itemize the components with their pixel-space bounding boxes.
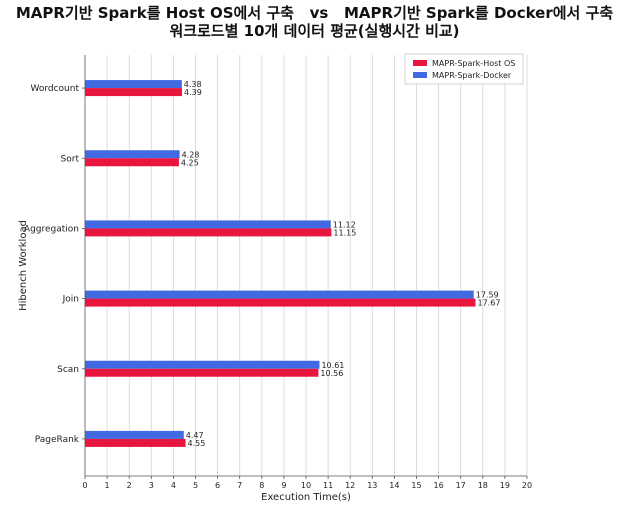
data-label-host: 4.39 (184, 88, 202, 97)
bar-host-scan (85, 368, 319, 377)
x-axis-ticks: 0 1 2 3 4 5 6 7 8 9 10 11 12 13 14 15 16 17 18 19 20 (82, 476, 532, 490)
bars (85, 80, 476, 447)
x-tick-label: 3 (149, 481, 154, 490)
x-tick-label: 0 (82, 481, 87, 490)
x-tick-label: 1 (105, 481, 110, 490)
x-tick-label: 9 (281, 481, 286, 490)
bar-docker-pagerank (85, 430, 184, 439)
bar-docker-aggregation (85, 220, 331, 229)
data-label-docker: 4.47 (186, 431, 204, 440)
category-label: Aggregation (24, 224, 79, 234)
bar-docker-sort (85, 150, 180, 159)
data-label-host: 4.55 (188, 439, 206, 448)
legend-swatch-host (413, 60, 427, 66)
bar-docker-join (85, 290, 474, 299)
bar-host-sort (85, 158, 179, 167)
category-label: Wordcount (30, 84, 79, 94)
x-tick-label: 8 (259, 481, 264, 490)
data-label-docker: 10.61 (321, 361, 344, 370)
bar-docker-scan (85, 360, 320, 369)
category-label: Scan (57, 365, 79, 375)
data-label-docker: 4.38 (184, 80, 202, 89)
chart-subtitle: 워크로드별 10개 데이터 평균(실행시간 비교) (169, 22, 460, 40)
data-label-docker: 17.59 (476, 291, 499, 300)
bar-host-wordcount (85, 88, 183, 97)
bar-host-join (85, 298, 476, 307)
x-tick-label: 17 (456, 481, 466, 490)
x-tick-label: 19 (500, 481, 510, 490)
legend-label-host: MAPR-Spark-Host OS (432, 59, 515, 68)
x-tick-label: 18 (478, 481, 488, 490)
data-label-docker: 11.12 (333, 220, 356, 229)
x-tick-label: 5 (193, 481, 198, 490)
x-tick-label: 20 (522, 481, 532, 490)
legend-box (404, 53, 524, 85)
x-tick-label: 2 (127, 481, 132, 490)
x-tick-label: 15 (411, 481, 421, 490)
bar-host-pagerank (85, 438, 186, 447)
x-tick-label: 13 (367, 481, 377, 490)
grid-lines (106, 55, 528, 476)
legend-label-docker: MAPR-Spark-Docker (432, 71, 512, 80)
category-label: Join (62, 295, 79, 305)
data-label-host: 10.56 (320, 369, 343, 378)
category-labels: Wordcount Sort Aggregation Join Scan PageRank (24, 84, 85, 445)
category-label: Sort (61, 154, 80, 164)
legend-swatch-docker (413, 72, 427, 78)
y-axis-label: Hibench Workload (18, 220, 29, 311)
x-tick-label: 4 (171, 481, 176, 490)
x-tick-label: 10 (301, 481, 311, 490)
legend: MAPR-Spark-Host OS MAPR-Spark-Docker (404, 53, 524, 85)
x-axis-label: Execution Time(s) (261, 492, 351, 503)
x-tick-label: 7 (237, 481, 242, 490)
x-tick-label: 12 (345, 481, 355, 490)
x-tick-label: 11 (323, 481, 333, 490)
data-label-host: 4.25 (181, 158, 199, 167)
data-label-docker: 4.28 (182, 150, 200, 159)
data-label-host: 11.15 (333, 228, 356, 237)
bar-docker-wordcount (85, 80, 182, 89)
bar-host-aggregation (85, 228, 332, 237)
x-tick-label: 16 (434, 481, 444, 490)
data-label-host: 17.67 (478, 299, 501, 308)
x-tick-label: 6 (215, 481, 220, 490)
x-tick-label: 14 (389, 481, 399, 490)
chart-title: MAPR기반 Spark를 Host OS에서 구축 vs MAPR기반 Spa… (15, 4, 614, 22)
category-label: PageRank (35, 435, 80, 445)
